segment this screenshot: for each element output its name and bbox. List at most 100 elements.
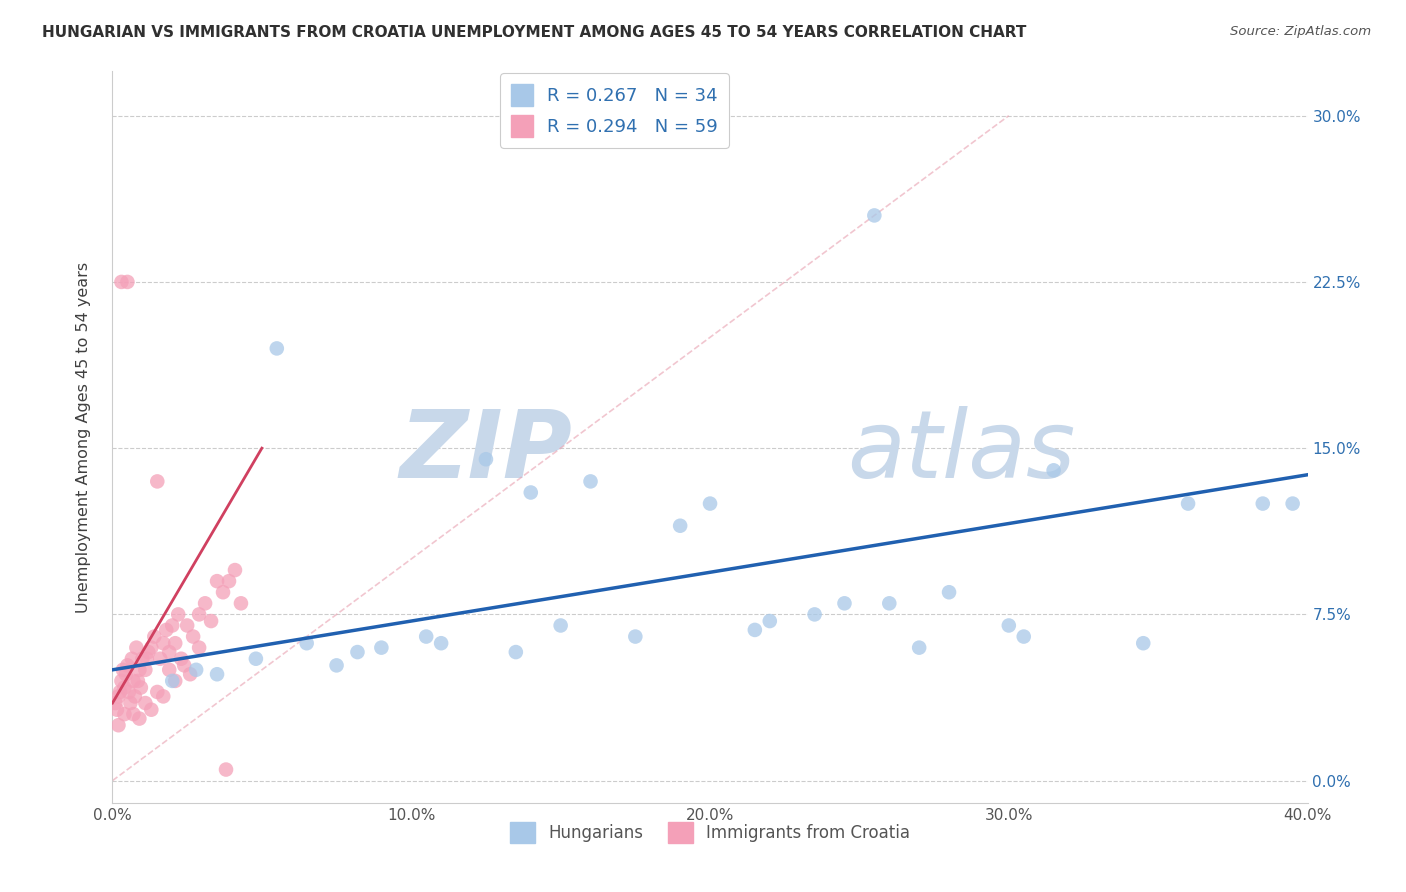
Point <box>149 651 172 665</box>
Point <box>122 673 145 688</box>
Point <box>579 475 602 489</box>
Point <box>430 636 453 650</box>
Point <box>115 667 138 681</box>
Point <box>134 663 156 677</box>
Point <box>114 707 135 722</box>
Point <box>124 690 146 704</box>
Point <box>863 209 886 223</box>
Point <box>165 636 187 650</box>
Point <box>699 497 721 511</box>
Point <box>194 596 217 610</box>
Point <box>188 607 211 622</box>
Point <box>114 681 135 695</box>
Point <box>105 703 128 717</box>
Point <box>141 640 163 655</box>
Point <box>346 645 368 659</box>
Point <box>155 623 177 637</box>
Point <box>550 618 572 632</box>
Point <box>834 596 856 610</box>
Point <box>1177 497 1199 511</box>
Point <box>138 645 160 659</box>
Point <box>173 658 195 673</box>
Point <box>759 614 782 628</box>
Point <box>505 645 527 659</box>
Point <box>245 651 267 665</box>
Point <box>218 574 240 589</box>
Point <box>157 663 180 677</box>
Text: ZIP: ZIP <box>399 406 572 498</box>
Point <box>669 518 692 533</box>
Point <box>1132 636 1154 650</box>
Point <box>879 596 901 610</box>
Point <box>128 663 150 677</box>
Point <box>1042 463 1064 477</box>
Point <box>1251 497 1274 511</box>
Point <box>186 663 208 677</box>
Point <box>744 623 766 637</box>
Point <box>110 673 132 688</box>
Point <box>908 640 931 655</box>
Point <box>224 563 246 577</box>
Point <box>205 667 228 681</box>
Point <box>122 707 145 722</box>
Point <box>167 607 190 622</box>
Point <box>134 696 156 710</box>
Point <box>205 574 228 589</box>
Point <box>104 696 127 710</box>
Point <box>110 275 132 289</box>
Point <box>131 651 153 665</box>
Point <box>1281 497 1303 511</box>
Point <box>188 640 211 655</box>
Point <box>128 712 150 726</box>
Point <box>176 618 198 632</box>
Y-axis label: Unemployment Among Ages 45 to 54 years: Unemployment Among Ages 45 to 54 years <box>76 261 91 613</box>
Point <box>125 640 148 655</box>
Text: Source: ZipAtlas.com: Source: ZipAtlas.com <box>1230 25 1371 38</box>
Point <box>938 585 960 599</box>
Point <box>266 342 288 356</box>
Point <box>162 618 183 632</box>
Point <box>370 640 392 655</box>
Point <box>325 658 347 673</box>
Point <box>165 673 187 688</box>
Point <box>146 475 169 489</box>
Point <box>108 685 131 699</box>
Point <box>229 596 252 610</box>
Point <box>998 618 1021 632</box>
Point <box>152 636 174 650</box>
Point <box>117 658 139 673</box>
Point <box>1012 630 1035 644</box>
Point <box>152 690 174 704</box>
Point <box>107 718 129 732</box>
Point <box>135 651 157 665</box>
Point <box>111 663 134 677</box>
Point <box>127 673 149 688</box>
Point <box>120 696 142 710</box>
Point <box>215 763 238 777</box>
Point <box>107 690 129 704</box>
Point <box>162 673 183 688</box>
Point <box>624 630 647 644</box>
Point <box>170 651 193 665</box>
Point <box>143 630 166 644</box>
Point <box>520 485 543 500</box>
Point <box>118 685 141 699</box>
Point <box>415 630 437 644</box>
Point <box>121 651 143 665</box>
Text: #c8d8ea: #c8d8ea <box>710 450 716 451</box>
Point <box>212 585 235 599</box>
Text: HUNGARIAN VS IMMIGRANTS FROM CROATIA UNEMPLOYMENT AMONG AGES 45 TO 54 YEARS CORR: HUNGARIAN VS IMMIGRANTS FROM CROATIA UNE… <box>42 25 1026 40</box>
Point <box>475 452 498 467</box>
Point <box>200 614 222 628</box>
Point <box>295 636 318 650</box>
Point <box>129 681 152 695</box>
Point <box>117 275 139 289</box>
Point <box>146 685 169 699</box>
Point <box>803 607 825 622</box>
Point <box>157 645 180 659</box>
Text: atlas: atlas <box>848 406 1076 497</box>
Point <box>181 630 204 644</box>
Point <box>141 703 163 717</box>
Point <box>179 667 201 681</box>
Legend: Hungarians, Immigrants from Croatia: Hungarians, Immigrants from Croatia <box>503 815 917 849</box>
